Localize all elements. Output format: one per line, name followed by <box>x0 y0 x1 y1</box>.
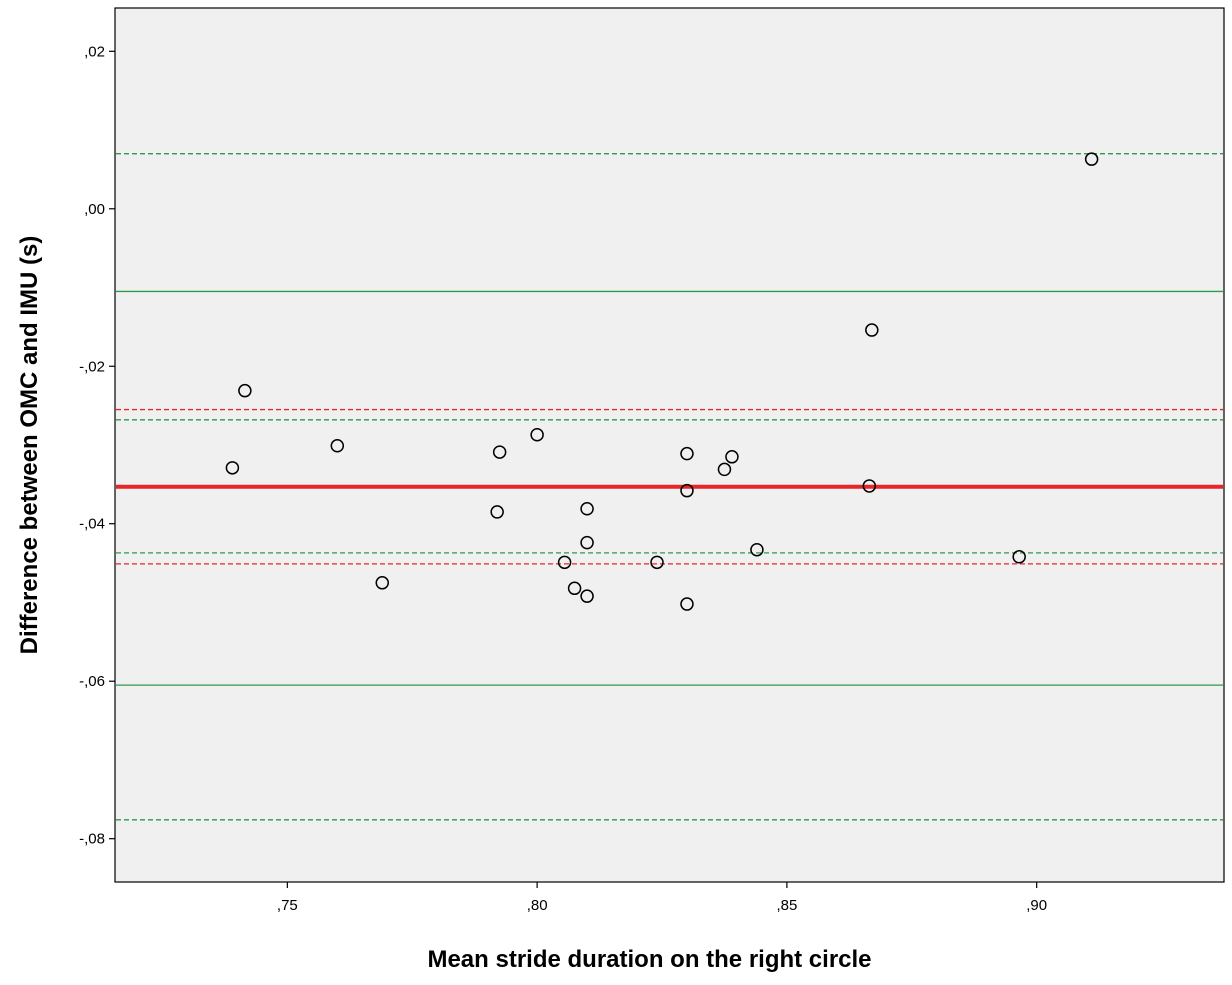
data-point-14 <box>680 483 694 498</box>
data-point-9 <box>580 502 594 516</box>
data-point-17 <box>725 450 739 464</box>
data-point-19 <box>862 479 877 493</box>
data-point-2 <box>330 439 345 453</box>
x-tick-label-1: ,80 <box>527 897 548 914</box>
x-tick-label-3: ,90 <box>1026 897 1047 914</box>
x-axis: ,75 ,80 ,85 ,90 <box>277 882 1047 914</box>
y-axis-title: Difference between OMC and IMU (s) <box>16 236 43 655</box>
plot-area <box>114 7 1225 883</box>
data-point-20 <box>865 323 879 337</box>
data-point-21 <box>1012 550 1026 564</box>
data-point-7 <box>557 555 572 570</box>
data-point-12 <box>650 555 664 570</box>
data-point-5 <box>490 505 504 519</box>
y-tick-label-3: -,04 <box>79 516 105 533</box>
y-tick-label-5: -,08 <box>79 831 105 848</box>
data-point-10 <box>580 535 594 550</box>
data-point-0 <box>225 461 240 475</box>
data-point-11 <box>580 589 594 603</box>
y-tick-label-2: -,02 <box>79 358 105 375</box>
y-axis: ,02 ,00 -,02 -,04 -,06 -,08 <box>79 43 115 848</box>
y-tick-label-0: ,02 <box>84 43 105 60</box>
data-point-22 <box>1084 152 1099 166</box>
data-point-4 <box>492 445 507 459</box>
data-point-13 <box>680 446 694 461</box>
data-point-6 <box>530 428 544 442</box>
reference-lines <box>116 153 1223 821</box>
x-axis-title: Mean stride duration on the right circle <box>427 946 871 973</box>
data-point-16 <box>717 462 732 477</box>
x-tick-label-0: ,75 <box>277 897 298 914</box>
data-point-8 <box>567 581 582 596</box>
x-tick-label-2: ,85 <box>776 897 797 914</box>
y-tick-label-1: ,00 <box>84 201 105 218</box>
data-point-18 <box>750 542 764 557</box>
data-point-15 <box>680 597 694 611</box>
y-tick-label-4: -,06 <box>79 673 105 690</box>
data-points <box>225 152 1099 611</box>
data-point-3 <box>375 576 390 590</box>
data-point-1 <box>238 383 252 398</box>
